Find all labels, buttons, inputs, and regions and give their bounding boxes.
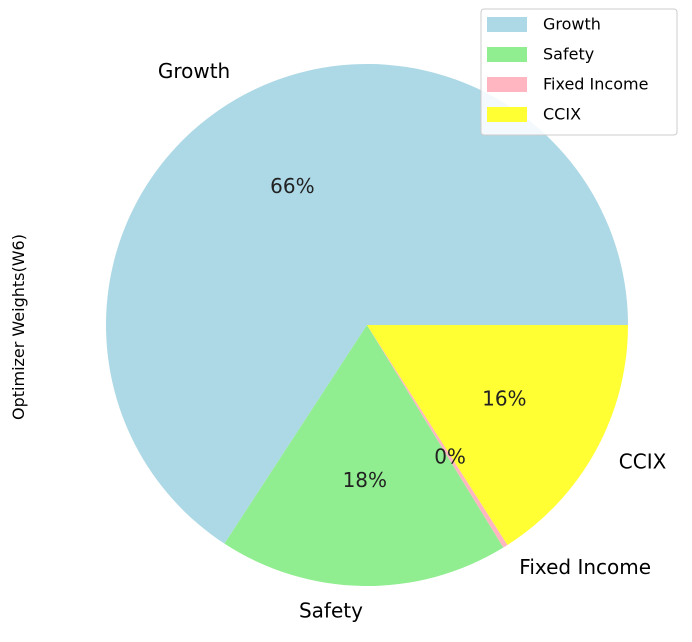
legend-swatch-growth (487, 17, 527, 32)
pie-slice-growth (106, 64, 629, 544)
legend-swatch-safety (487, 47, 527, 62)
percent-label-growth: 66% (270, 174, 314, 198)
percent-label-fixed-income: 0% (434, 444, 466, 468)
legend-label-safety: Safety (543, 45, 594, 64)
legend: Growth Safety Fixed Income CCIX (480, 8, 678, 136)
slice-label-fixed-income: Fixed Income (519, 555, 651, 579)
percent-labels: 66% 18% 0% 16% (270, 174, 526, 492)
pie-slice-fixed-income (367, 325, 508, 548)
legend-swatch-fixed-income (487, 77, 527, 92)
pie-slices (106, 64, 629, 586)
legend-label-fixed-income: Fixed Income (543, 75, 648, 94)
pie-slice-ccix (367, 325, 628, 545)
legend-box (480, 8, 678, 136)
y-axis-label: Optimizer Weights(W6) (9, 234, 28, 420)
legend-label-growth: Growth (543, 15, 601, 34)
slice-label-growth: Growth (158, 59, 230, 83)
pie-slice-safety (224, 325, 504, 586)
slice-labels: Growth Safety Fixed Income CCIX (158, 59, 667, 623)
percent-label-ccix: 16% (482, 387, 526, 411)
percent-label-safety: 18% (343, 468, 387, 492)
legend-swatch-ccix (487, 107, 527, 122)
legend-label-ccix: CCIX (543, 105, 581, 124)
slice-label-ccix: CCIX (619, 449, 667, 473)
slice-label-safety: Safety (299, 599, 363, 623)
